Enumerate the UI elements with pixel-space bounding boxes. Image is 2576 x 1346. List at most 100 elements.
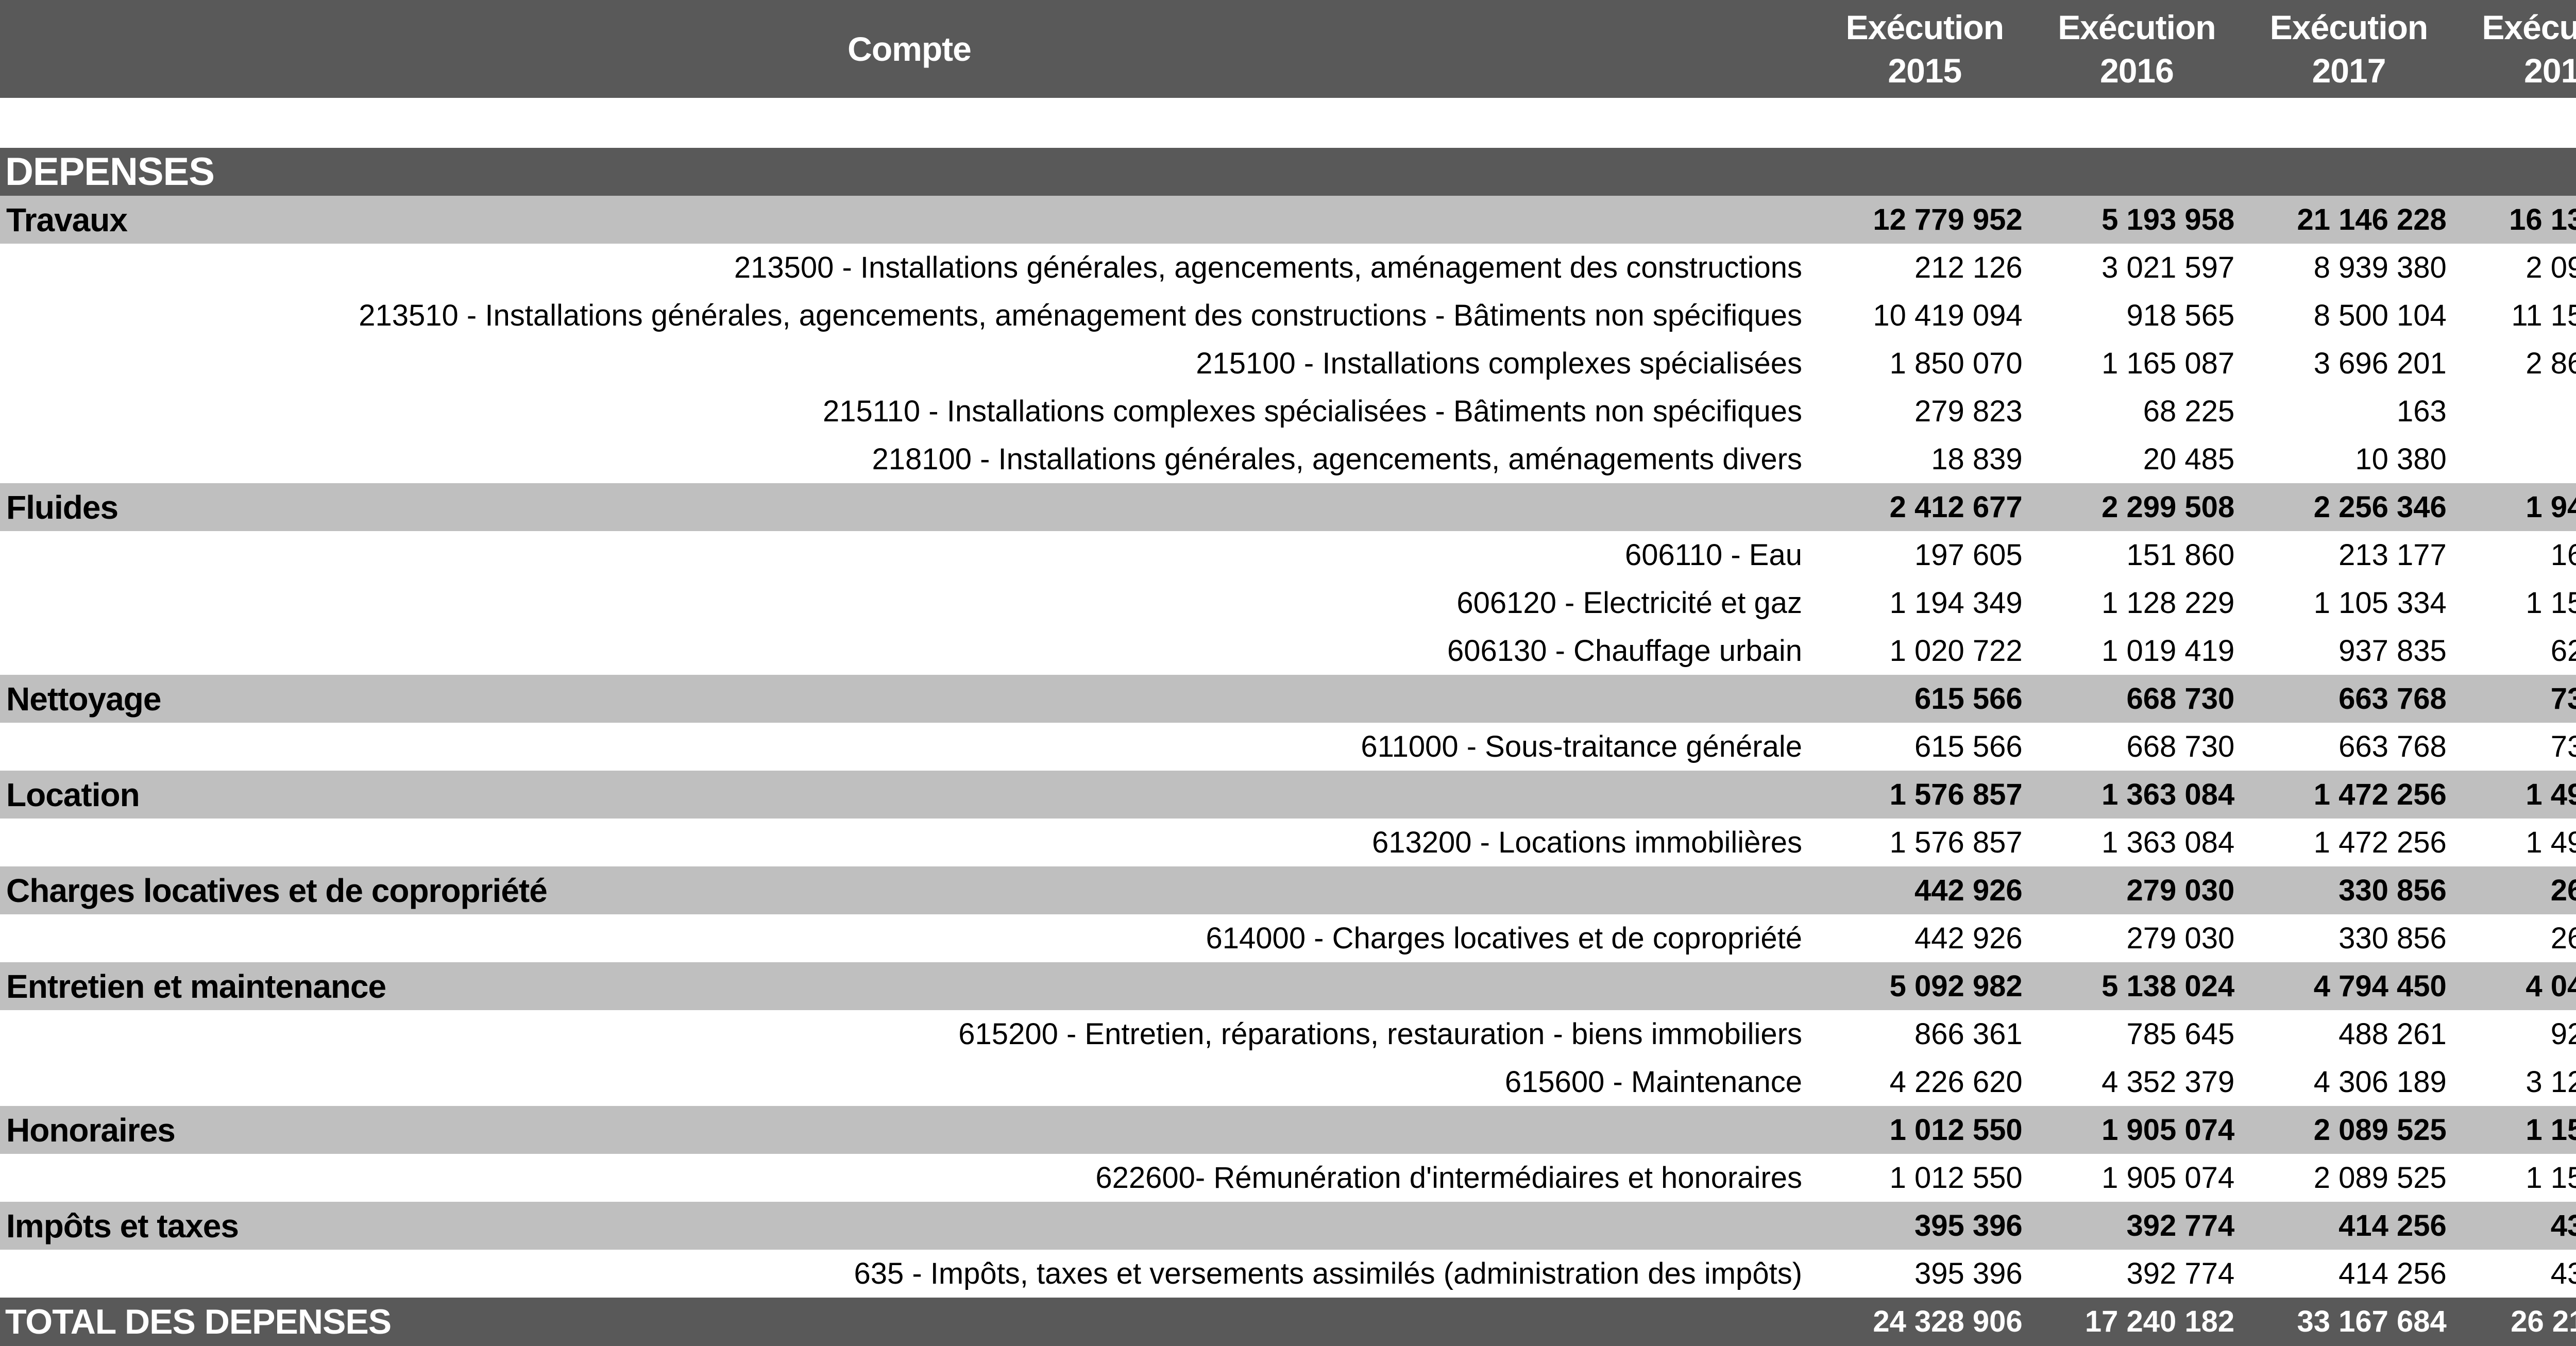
value-cell-2015: 212 126 [1819,244,2031,292]
exec-year: 2018 [2524,52,2576,90]
value-cell-2018: 737 322 [2454,723,2576,771]
value-cell-2018: 262 131 [2454,914,2576,962]
exec-year: 2015 [1888,52,1962,90]
value-cell-2018: 1 946 654 [2454,483,2576,531]
total-label: TOTAL DES DEPENSES [0,1298,1819,1346]
value-cell-2015: 395 396 [1819,1202,2031,1250]
detail-row: 606120 - Electricité et gaz 1 194 349 1 … [0,579,2576,627]
total-row: TOTAL DES DEPENSES 24 328 906 17 240 182… [0,1298,2576,1346]
value-cell-2018: 433 709 [2454,1250,2576,1298]
value-cell-2018: 737 322 [2454,675,2576,723]
total-value-2018: 26 211 881 [2454,1298,2576,1346]
column-header-exec-2017: Exécution 2017 [2243,0,2455,98]
section-row: Entretien et maintenance 5 092 982 5 138… [0,962,2576,1010]
value-cell-2016: 5 138 024 [2030,962,2243,1010]
value-cell-2017: 414 256 [2243,1202,2455,1250]
column-header-exec-2018: Exécution 2018 [2454,0,2576,98]
row-label: 614000 - Charges locatives et de copropr… [0,914,1819,962]
value-cell-2017: 4 306 189 [2243,1058,2455,1106]
exec-label: Exécution [2482,8,2576,46]
exec-label: Exécution [2058,8,2216,46]
row-label: Nettoyage [0,675,1819,723]
value-cell-2017: 213 177 [2243,531,2455,579]
spacer-row [0,98,2576,148]
value-cell-2016: 279 030 [2030,866,2243,914]
value-cell-2015: 442 926 [1819,914,2031,962]
value-cell-2015: 615 566 [1819,675,2031,723]
value-cell-2018: 11 159 288 [2454,292,2576,339]
value-cell-2018: 262 131 [2454,866,2576,914]
value-cell-2015: 1 012 550 [1819,1154,2031,1202]
value-cell-2018: 623 123 [2454,627,2576,675]
value-cell-2018: 1 497 789 [2454,819,2576,866]
value-cell-2016: 20 485 [2030,435,2243,483]
value-cell-2018: 165 968 [2454,531,2576,579]
row-label: 611000 - Sous-traitance générale [0,723,1819,771]
value-cell-2017: 4 794 450 [2243,962,2455,1010]
value-cell-2017: 21 146 228 [2243,196,2455,244]
row-label: 213500 - Installations générales, agence… [0,244,1819,292]
value-cell-2016: 668 730 [2030,675,2243,723]
total-value-2016: 17 240 182 [2030,1298,2243,1346]
value-cell-2017: 10 380 [2243,435,2455,483]
value-cell-2017: 3 696 201 [2243,339,2455,387]
value-cell-2015: 5 092 982 [1819,962,2031,1010]
value-cell-2016: 1 363 084 [2030,819,2243,866]
row-label: 613200 - Locations immobilières [0,819,1819,866]
value-cell-2016: 1 019 419 [2030,627,2243,675]
value-cell-2016: 279 030 [2030,914,2243,962]
detail-row: 613200 - Locations immobilières 1 576 85… [0,819,2576,866]
row-label: Honoraires [0,1106,1819,1154]
row-label: Fluides [0,483,1819,531]
row-label: 606110 - Eau [0,531,1819,579]
value-cell-2016: 4 352 379 [2030,1058,2243,1106]
value-cell-2018: 2 097 802 [2454,244,2576,292]
total-value-2017: 33 167 684 [2243,1298,2455,1346]
value-cell-2017: 2 256 346 [2243,483,2455,531]
detail-row: 622600- Rémunération d'intermédiaires et… [0,1154,2576,1202]
row-label: 635 - Impôts, taxes et versements assimi… [0,1250,1819,1298]
column-header-compte: Compte [0,0,1819,98]
value-cell-2015: 395 396 [1819,1250,2031,1298]
value-cell-2017: 488 261 [2243,1010,2455,1058]
section-row: Charges locatives et de copropriété 442 … [0,866,2576,914]
detail-row: 615600 - Maintenance 4 226 620 4 352 379… [0,1058,2576,1106]
detail-row: 606110 - Eau 197 605 151 860 213 177 165… [0,531,2576,579]
exec-year: 2016 [2099,52,2174,90]
detail-row: 635 - Impôts, taxes et versements assimi… [0,1250,2576,1298]
detail-row: 611000 - Sous-traitance générale 615 566… [0,723,2576,771]
value-cell-2015: 10 419 094 [1819,292,2031,339]
value-cell-2016: 392 774 [2030,1250,2243,1298]
value-cell-2015: 615 566 [1819,723,2031,771]
value-cell-2016: 918 565 [2030,292,2243,339]
value-cell-2018: 1 159 373 [2454,1154,2576,1202]
value-cell-2015: 1 012 550 [1819,1106,2031,1154]
value-cell-2017: 8 500 104 [2243,292,2455,339]
value-cell-2016: 68 225 [2030,387,2243,435]
value-cell-2018: 0 [2454,435,2576,483]
value-cell-2015: 1 576 857 [1819,819,2031,866]
row-label: 218100 - Installations générales, agence… [0,435,1819,483]
detail-row: 615200 - Entretien, réparations, restaur… [0,1010,2576,1058]
value-cell-2017: 1 105 334 [2243,579,2455,627]
value-cell-2016: 1 905 074 [2030,1154,2243,1202]
detail-row: 215110 - Installations complexes spécial… [0,387,2576,435]
section-row: Fluides 2 412 677 2 299 508 2 256 346 1 … [0,483,2576,531]
section-row: Travaux 12 779 952 5 193 958 21 146 228 … [0,196,2576,244]
section-row: Impôts et taxes 395 396 392 774 414 256 … [0,1202,2576,1250]
value-cell-2015: 1 020 722 [1819,627,2031,675]
value-cell-2017: 2 089 525 [2243,1154,2455,1202]
row-label: 615600 - Maintenance [0,1058,1819,1106]
row-label: 622600- Rémunération d'intermédiaires et… [0,1154,1819,1202]
exec-label: Exécution [2269,8,2428,46]
table-header-row: Compte Exécution 2015 Exécution 2016 Exé… [0,0,2576,98]
value-cell-2016: 668 730 [2030,723,2243,771]
value-cell-2015: 1 850 070 [1819,339,2031,387]
detail-row: 213510 - Installations générales, agence… [0,292,2576,339]
exec-label: Exécution [1845,8,2004,46]
row-label: Impôts et taxes [0,1202,1819,1250]
value-cell-2015: 1 194 349 [1819,579,2031,627]
value-cell-2015: 442 926 [1819,866,2031,914]
detail-row: 218100 - Installations générales, agence… [0,435,2576,483]
